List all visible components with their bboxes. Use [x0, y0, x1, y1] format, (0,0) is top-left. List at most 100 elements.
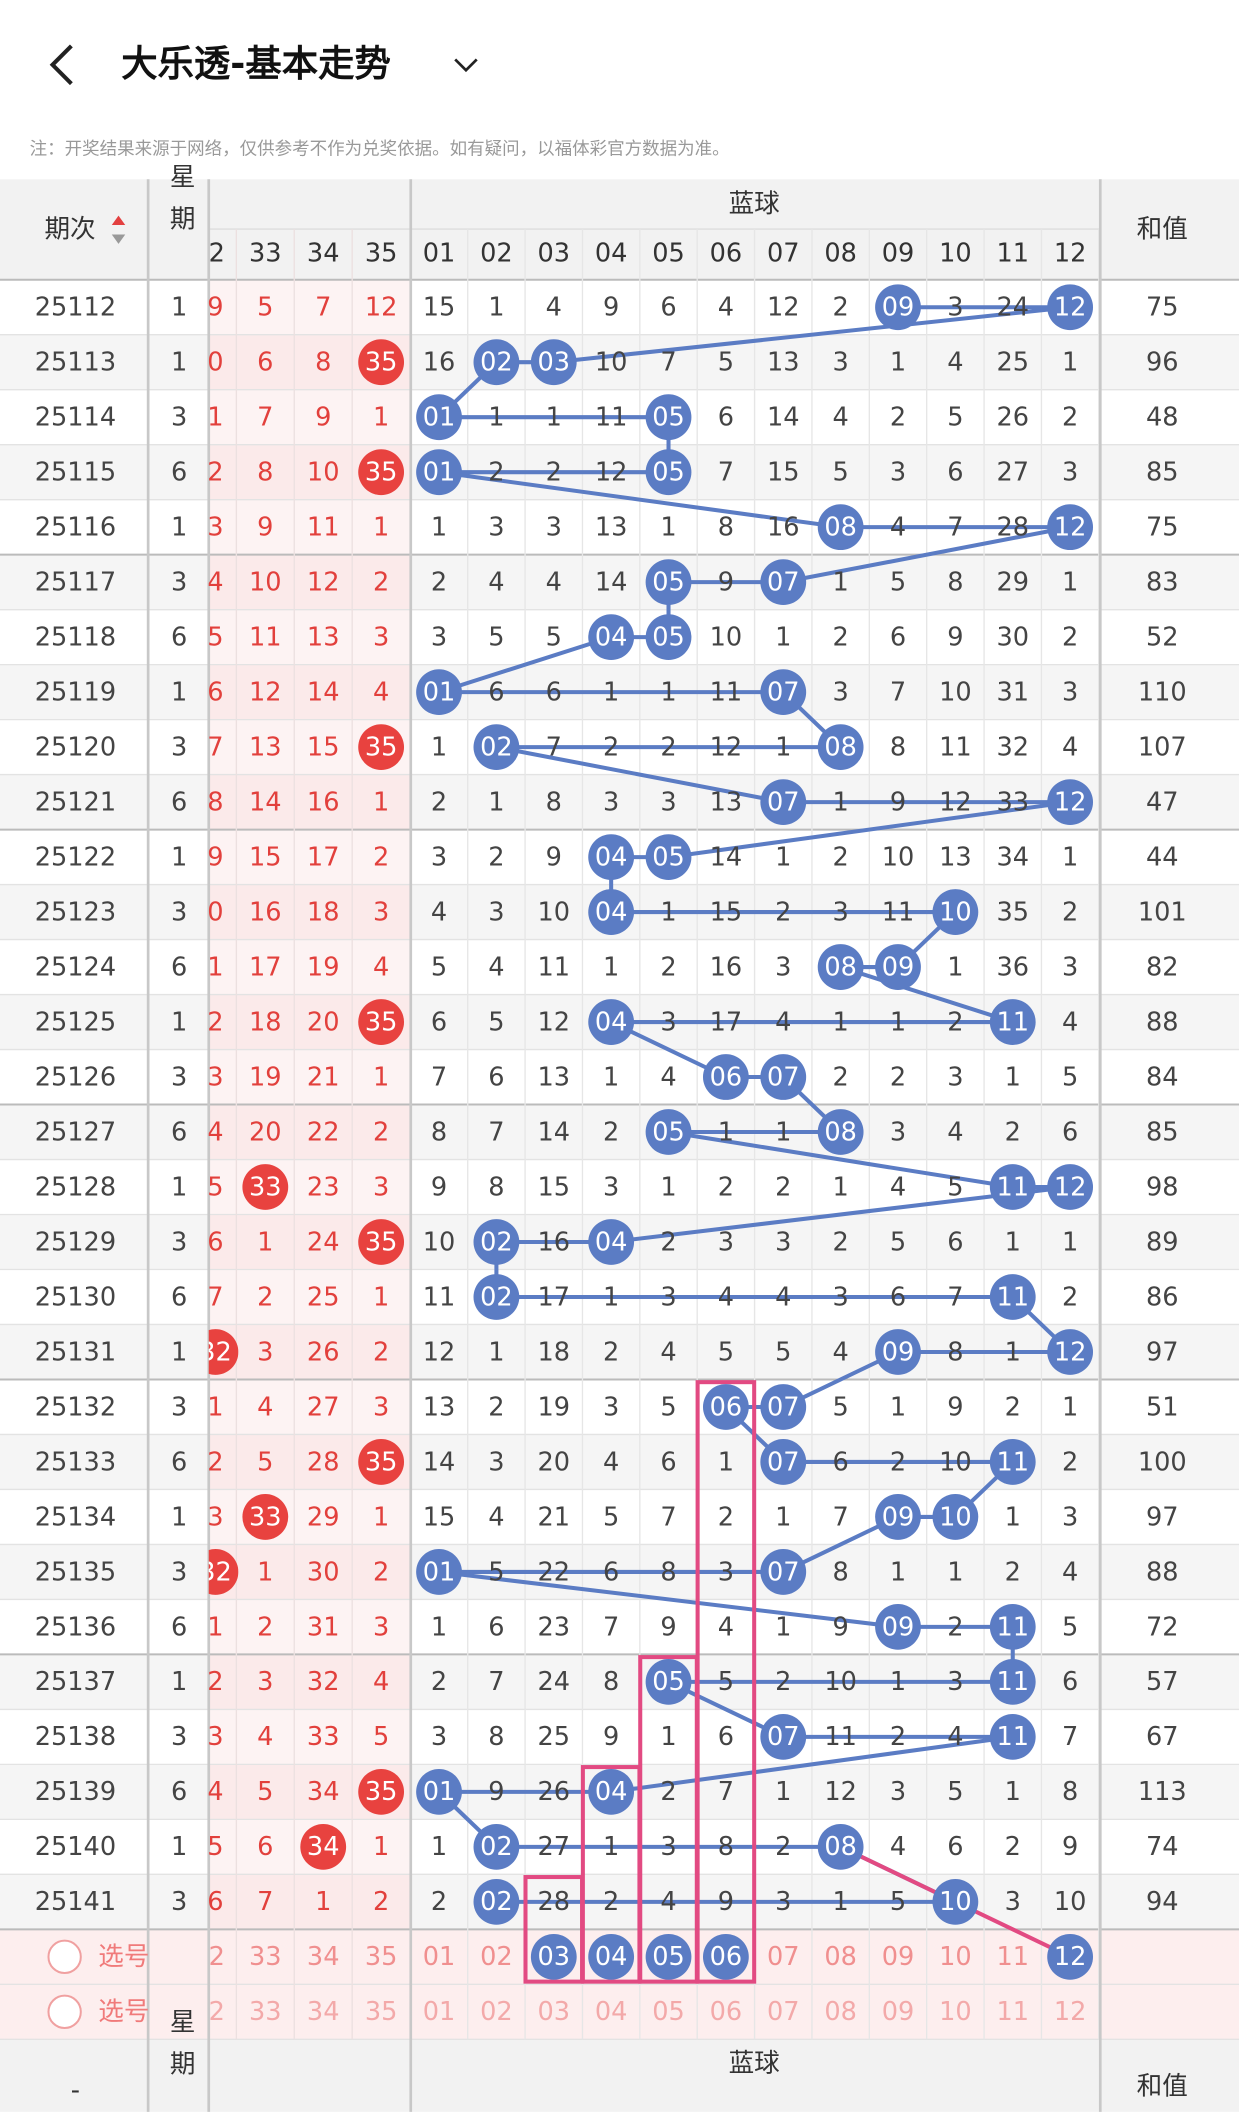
cell-number: 04: [595, 1997, 628, 2027]
blue-ball: [760, 1384, 807, 1430]
cell-number: 2: [660, 732, 676, 762]
red-col-label: 32: [192, 239, 225, 269]
cell-number: 3: [603, 787, 619, 817]
cell-number: 4: [373, 952, 389, 982]
blue-ball: [588, 999, 635, 1045]
dropdown-icon[interactable]: [454, 58, 478, 73]
cell-number: 9: [718, 567, 734, 597]
blue-ball: [645, 1109, 692, 1155]
blue-ball-number: 06: [710, 1062, 743, 1092]
cell-number: 5: [1062, 1612, 1078, 1642]
cell-number: 24: [307, 1227, 340, 1257]
sum: 85: [1146, 1117, 1179, 1147]
back-button[interactable]: [49, 44, 73, 86]
cell-number: 2: [1062, 403, 1078, 433]
cell-number: 1: [832, 1007, 848, 1037]
cell-number: 4: [207, 567, 223, 597]
footer-blue: 蓝球: [729, 2049, 780, 2079]
blue-ball: [702, 1384, 749, 1430]
select-label[interactable]: 选号: [98, 1997, 149, 2027]
cell-number: 12: [710, 732, 743, 762]
cell-number: 9: [660, 1612, 676, 1642]
cell-number: 32: [192, 1942, 225, 1972]
weekday: 6: [171, 1612, 187, 1642]
cell-number: 6: [546, 677, 562, 707]
cell-number: 7: [718, 1777, 734, 1807]
cell-number: 3: [207, 1062, 223, 1092]
red-zone-bg: [208, 499, 411, 555]
blue-ball: [588, 889, 635, 935]
issue: 25123: [35, 897, 116, 927]
cell-number: 26: [307, 1337, 340, 1367]
cell-number: 18: [249, 1007, 282, 1037]
blue-ball-number: 02: [480, 348, 513, 378]
select-label[interactable]: 选号: [98, 1942, 149, 1972]
weekday: 6: [171, 1117, 187, 1147]
cell-number: 27: [307, 1392, 340, 1422]
blue-ball: [588, 1768, 635, 1815]
blue-col-label: 01: [423, 239, 456, 269]
cell-number: 3: [431, 622, 447, 652]
sum: 57: [1146, 1667, 1179, 1697]
cell-number: 14: [249, 787, 282, 817]
red-ball: [300, 1823, 347, 1870]
row-bg: [0, 1104, 1239, 1160]
cell-number: 6: [947, 458, 963, 488]
weekday: 6: [171, 1282, 187, 1312]
blue-ball-number: 10: [939, 1887, 972, 1917]
cell-number: 2: [257, 1282, 273, 1312]
sort-icon: [111, 234, 126, 244]
blue-ball-number: 07: [767, 1722, 800, 1752]
cell-number: 2: [431, 787, 447, 817]
select-radio[interactable]: [47, 1994, 82, 2029]
sum: 113: [1138, 1777, 1187, 1807]
cell-number: 02: [480, 1942, 513, 1972]
cell-number: 3: [488, 513, 504, 543]
cell-number: 4: [775, 1007, 791, 1037]
cell-number: 4: [660, 1062, 676, 1092]
blue-ball-number: 02: [480, 1832, 513, 1862]
blue-ball-number: 09: [882, 1612, 915, 1642]
blue-ball: [645, 394, 692, 441]
sum: 67: [1146, 1722, 1179, 1752]
weekday: 6: [171, 1447, 187, 1477]
page-title[interactable]: 大乐透-基本走势: [121, 42, 391, 85]
cell-number: 08: [824, 1942, 857, 1972]
cell-number: 05: [652, 1997, 685, 2027]
sum: 94: [1146, 1887, 1179, 1917]
cell-number: 5: [775, 1337, 791, 1367]
cell-number: 32: [996, 732, 1029, 762]
cell-number: 3: [660, 1007, 676, 1037]
cell-number: 3: [431, 1722, 447, 1752]
red-zone-bg: [208, 1104, 411, 1160]
cell-number: 3: [890, 458, 906, 488]
cell-number: 18: [307, 897, 340, 927]
blue-ball: [473, 339, 520, 386]
issue: 25139: [35, 1777, 116, 1807]
cell-number: 3: [832, 348, 848, 378]
cell-number: 7: [660, 1502, 676, 1532]
cell-number: 1: [603, 1832, 619, 1862]
cell-number: 1: [1005, 1062, 1021, 1092]
blue-ball-number: 07: [767, 1447, 800, 1477]
blue-ball-number: 05: [652, 1942, 685, 1972]
cell-number: 3: [373, 897, 389, 927]
weekday: 1: [171, 842, 187, 872]
cell-number: 1: [603, 952, 619, 982]
select-radio[interactable]: [47, 1939, 82, 1975]
cell-number: 26: [537, 1777, 570, 1807]
cell-number: 3: [207, 1502, 223, 1532]
issue: 25112: [35, 293, 116, 323]
blue-ball: [989, 1164, 1036, 1210]
blue-ball-number: 12: [1054, 293, 1087, 323]
cell-number: 11: [595, 403, 628, 433]
red-ball-number: 35: [365, 458, 398, 488]
red-ball-number: 35: [365, 1227, 398, 1257]
cell-number: 2: [832, 293, 848, 323]
cell-number: 1: [775, 622, 791, 652]
cell-number: 3: [947, 293, 963, 323]
red-col-label: 35: [365, 239, 398, 269]
cell-number: 1: [832, 1887, 848, 1917]
cell-number: 5: [718, 1667, 734, 1697]
